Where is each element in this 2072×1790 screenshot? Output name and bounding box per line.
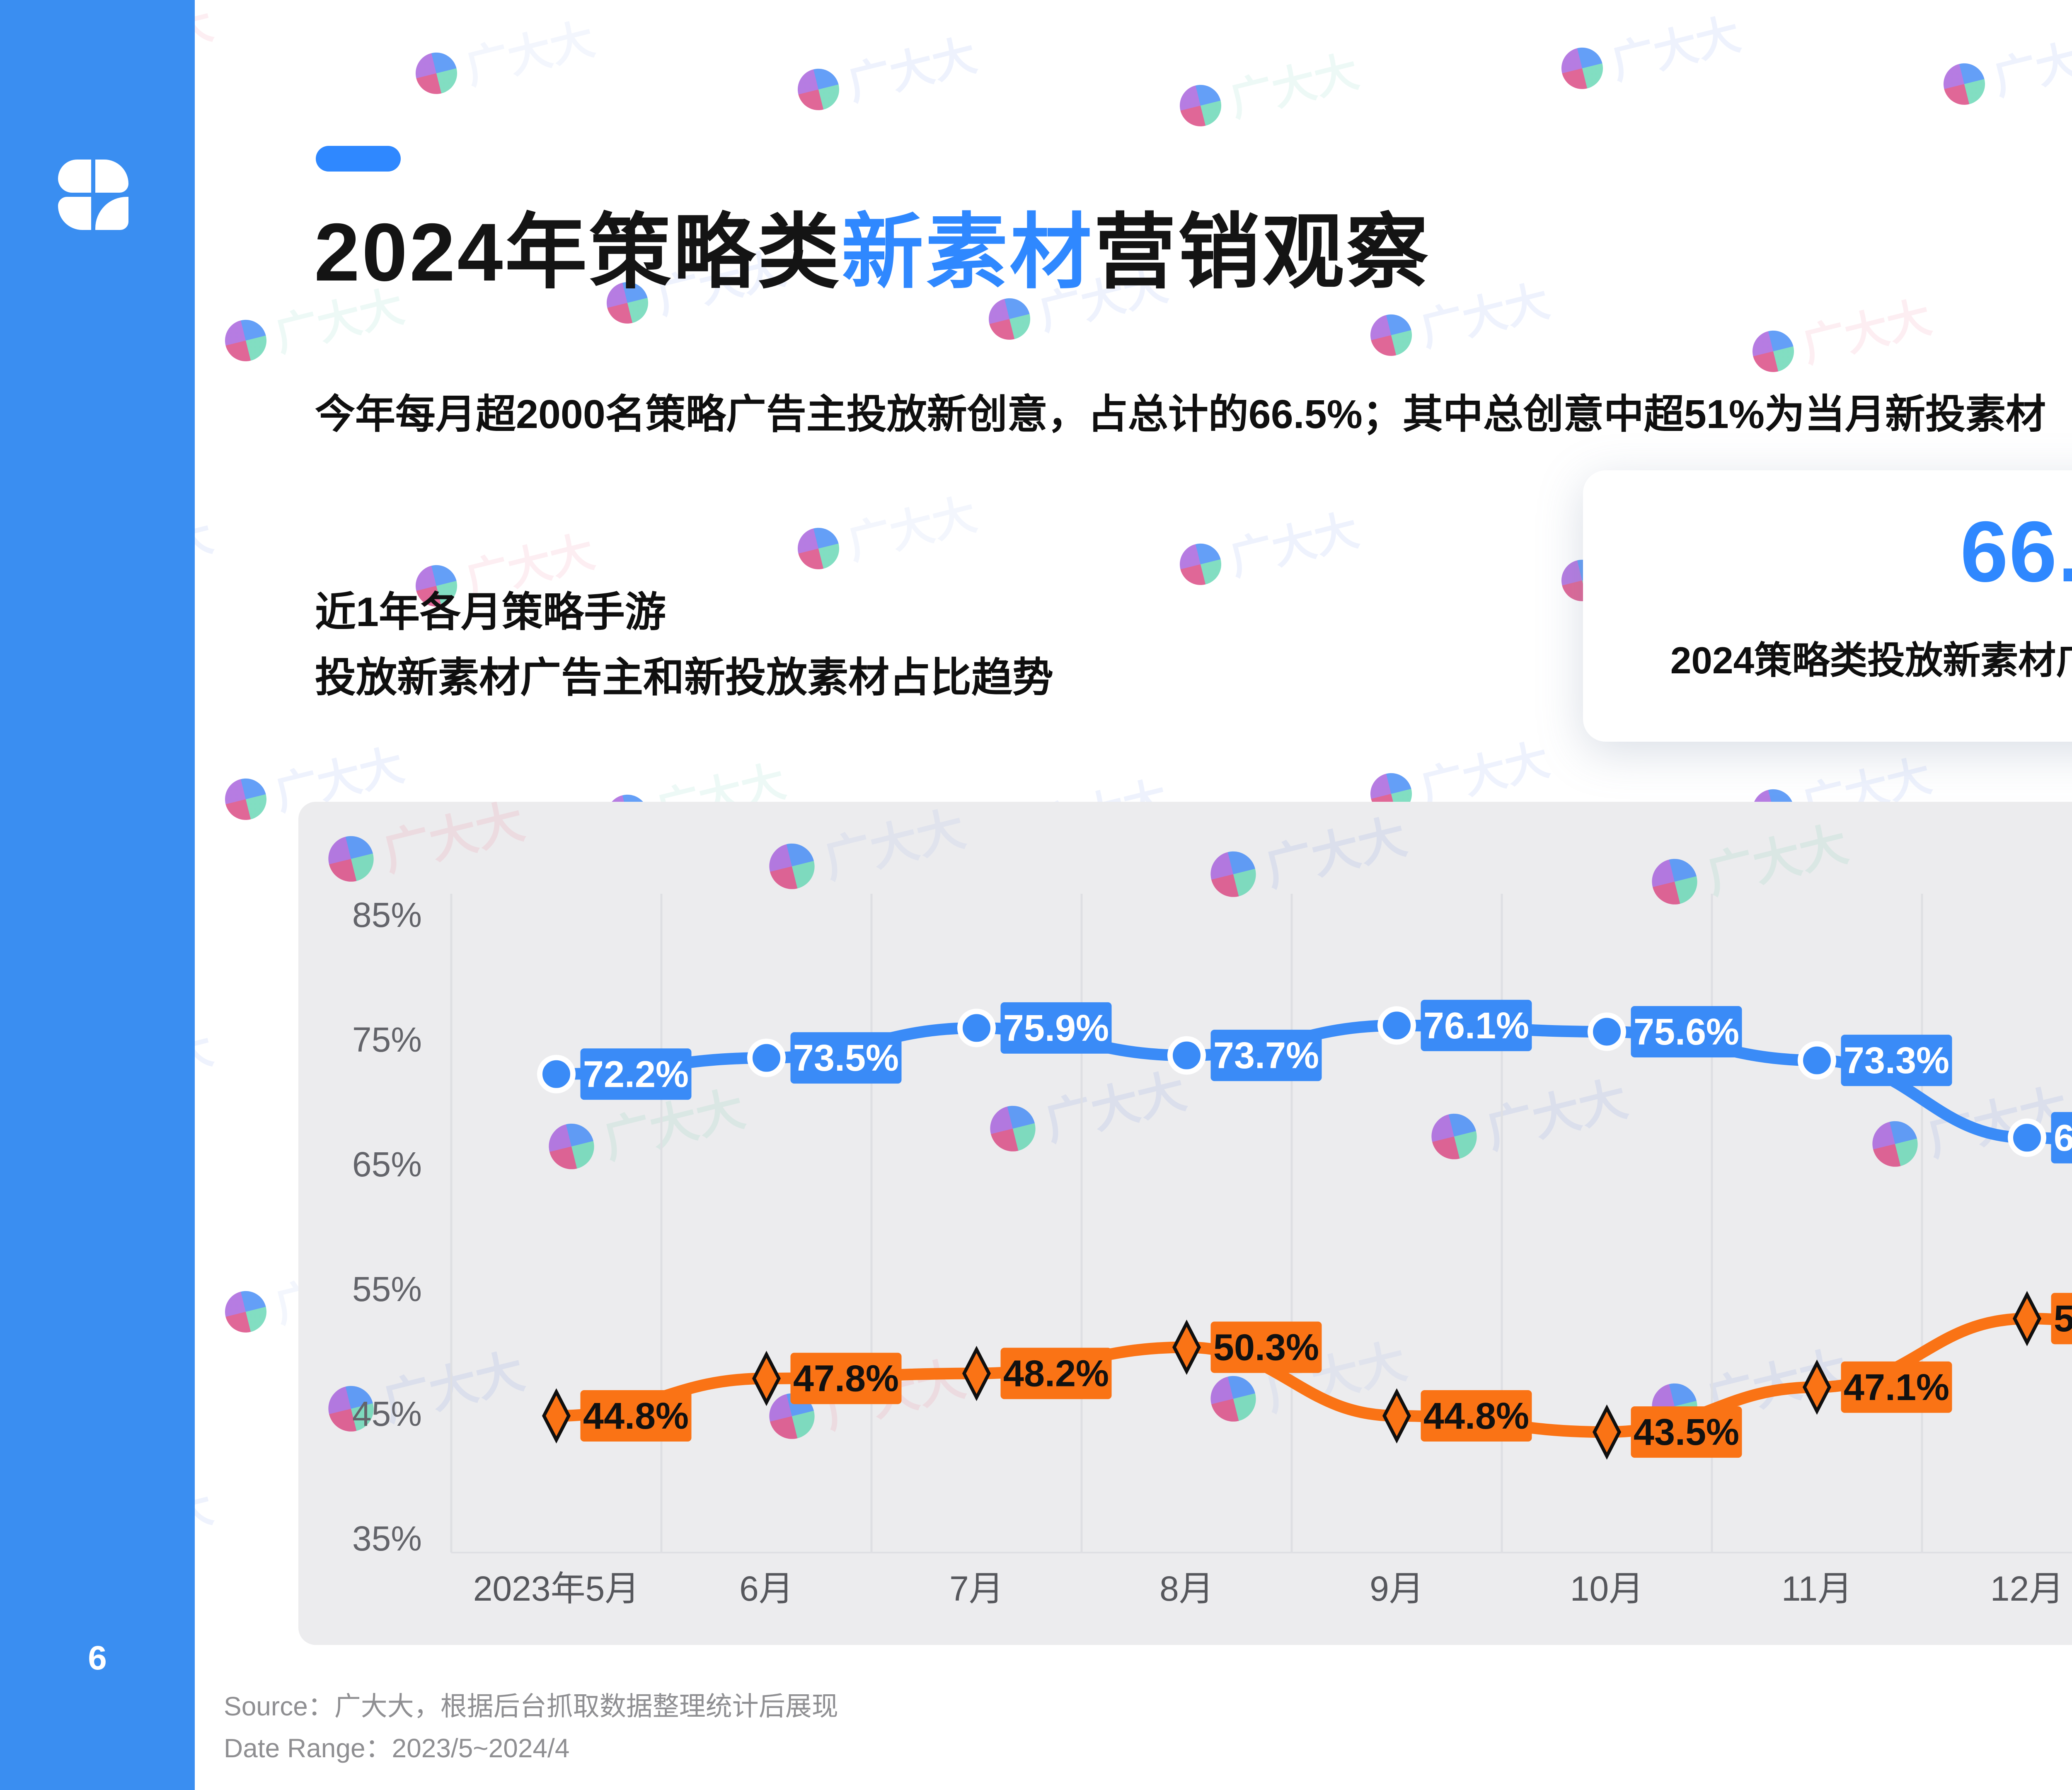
svg-text:75.6%: 75.6% [1634, 1011, 1739, 1053]
circle-marker [1588, 1012, 1626, 1051]
stat-label: 2024策略类投放新素材广告主 [1670, 640, 2072, 682]
chart-panel: 广大大广大大广大大广大大广大大广大大广大大广大大广大大广大大广大大广大大广大大广… [298, 802, 2072, 1645]
data-label: 73.7% [1210, 1030, 1322, 1081]
svg-text:44.8%: 44.8% [583, 1396, 689, 1437]
circle-marker [1377, 1006, 1416, 1045]
data-label: 67.1% [2051, 1112, 2072, 1164]
svg-text:75.9%: 75.9% [1003, 1008, 1109, 1049]
svg-text:72.2%: 72.2% [583, 1054, 689, 1095]
data-label: 50.3% [1210, 1321, 1322, 1373]
subtitle: 今年每月超2000名策略广告主投放新创意，占总计的66.5%；其中总创意中超51… [315, 392, 2046, 437]
circle-marker [1798, 1041, 1836, 1080]
svg-text:47.1%: 47.1% [1844, 1367, 1949, 1408]
svg-text:73.7%: 73.7% [1213, 1035, 1319, 1076]
circle-marker [747, 1038, 786, 1077]
heading-line-2: 投放新素材广告主和新投放素材占比趋势 [315, 654, 1053, 701]
title-part-3: 营销观察 [1094, 206, 1431, 298]
svg-text:44.8%: 44.8% [1423, 1396, 1529, 1437]
data-label: 52.6% [2051, 1293, 2072, 1345]
svg-text:73.5%: 73.5% [793, 1038, 899, 1079]
stat-card-advertisers: 66.5% 2024策略类投放新素材广告主 [1583, 470, 2072, 742]
svg-text:50.3%: 50.3% [1213, 1327, 1319, 1368]
page-title: 2024年策略类新素材营销观察 [314, 186, 1430, 305]
x-tick-label: 11月 [1782, 1569, 1852, 1608]
x-tick-label: 8月 [1159, 1569, 1214, 1608]
series-line-1 [550, 1313, 2072, 1438]
circle-marker [537, 1055, 576, 1093]
sidebar: 6 [0, 0, 195, 1790]
diamond-marker [542, 1388, 571, 1444]
trend-line-chart: 85% 75% 65% 55% 45% 35% 2023年5月 6月 7月 8月 9月 10月 11月 1… [352, 894, 2072, 1608]
x-tick-label: 7月 [949, 1569, 1004, 1608]
data-label: 73.3% [1841, 1035, 1952, 1086]
source-line: Source：广大大，根据后台抓取数据整理统计后展现 [224, 1691, 838, 1721]
diamond-marker [1802, 1359, 1832, 1415]
svg-text:73.3%: 73.3% [1844, 1040, 1949, 1081]
x-tick-label: 9月 [1370, 1569, 1424, 1608]
data-label: 75.9% [1000, 1002, 1112, 1054]
heading-line-1: 近1年各月策略手游 [315, 589, 666, 635]
data-label: 72.2% [580, 1048, 692, 1100]
x-tick-label: 12月 [1990, 1569, 2064, 1608]
svg-text:47.8%: 47.8% [793, 1358, 899, 1400]
data-label: 47.8% [790, 1352, 902, 1404]
stat-value: 66.5% [1960, 504, 2072, 600]
footer: Source：广大大，根据后台抓取数据整理统计后展现 Date Range：20… [224, 1686, 838, 1769]
x-tick-label: 10月 [1570, 1569, 1644, 1608]
diamond-marker [752, 1351, 781, 1406]
title-part-1: 2024年策略类 [314, 206, 842, 298]
y-tick-label: 55% [352, 1270, 422, 1309]
svg-text:67.1%: 67.1% [2054, 1118, 2072, 1159]
y-tick-label: 85% [352, 895, 422, 934]
date-range-line: Date Range：2023/5~2024/4 [224, 1733, 570, 1763]
x-tick-label: 2023年5月 [473, 1569, 640, 1608]
circle-marker [1167, 1036, 1206, 1075]
title-highlight: 新素材 [841, 206, 1094, 298]
diamond-marker [962, 1345, 991, 1401]
chart-section-heading: 近1年各月策略手游 投放新素材广告主和新投放素材占比趋势 [315, 579, 1053, 711]
data-label: 44.8% [580, 1390, 692, 1442]
diamond-marker [1172, 1319, 1201, 1375]
data-label: 43.5% [1631, 1406, 1742, 1458]
circle-marker [957, 1009, 996, 1047]
y-tick-label: 35% [352, 1519, 422, 1558]
diamond-marker [2012, 1291, 2042, 1346]
data-label: 76.1% [1421, 999, 1532, 1051]
data-label: 73.5% [790, 1032, 902, 1084]
diamond-marker [1592, 1404, 1622, 1460]
y-tick-label: 75% [352, 1020, 422, 1059]
svg-text:48.2%: 48.2% [1003, 1353, 1109, 1395]
svg-text:52.6%: 52.6% [2054, 1298, 2072, 1340]
guangdada-logo-icon [58, 160, 128, 230]
diamond-marker [1382, 1388, 1411, 1444]
y-tick-label: 65% [352, 1145, 422, 1184]
x-tick-label: 6月 [739, 1569, 794, 1608]
data-label: 48.2% [1000, 1347, 1112, 1399]
circle-marker [2008, 1118, 2046, 1157]
title-accent-dash [316, 146, 401, 172]
y-tick-label: 45% [352, 1394, 422, 1433]
data-label: 47.1% [1841, 1361, 1952, 1413]
svg-text:43.5%: 43.5% [1634, 1412, 1739, 1453]
page-number: 6 [88, 1639, 107, 1677]
svg-text:76.1%: 76.1% [1423, 1005, 1529, 1047]
data-label: 75.6% [1631, 1006, 1742, 1057]
data-label: 44.8% [1421, 1390, 1532, 1442]
